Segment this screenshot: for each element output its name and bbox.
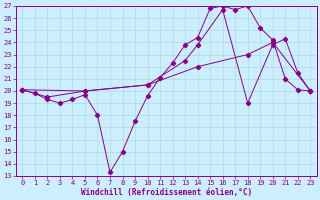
X-axis label: Windchill (Refroidissement éolien,°C): Windchill (Refroidissement éolien,°C)	[81, 188, 252, 197]
